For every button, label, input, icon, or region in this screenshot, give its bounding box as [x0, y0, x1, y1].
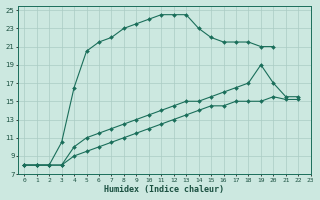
X-axis label: Humidex (Indice chaleur): Humidex (Indice chaleur) [104, 185, 224, 194]
